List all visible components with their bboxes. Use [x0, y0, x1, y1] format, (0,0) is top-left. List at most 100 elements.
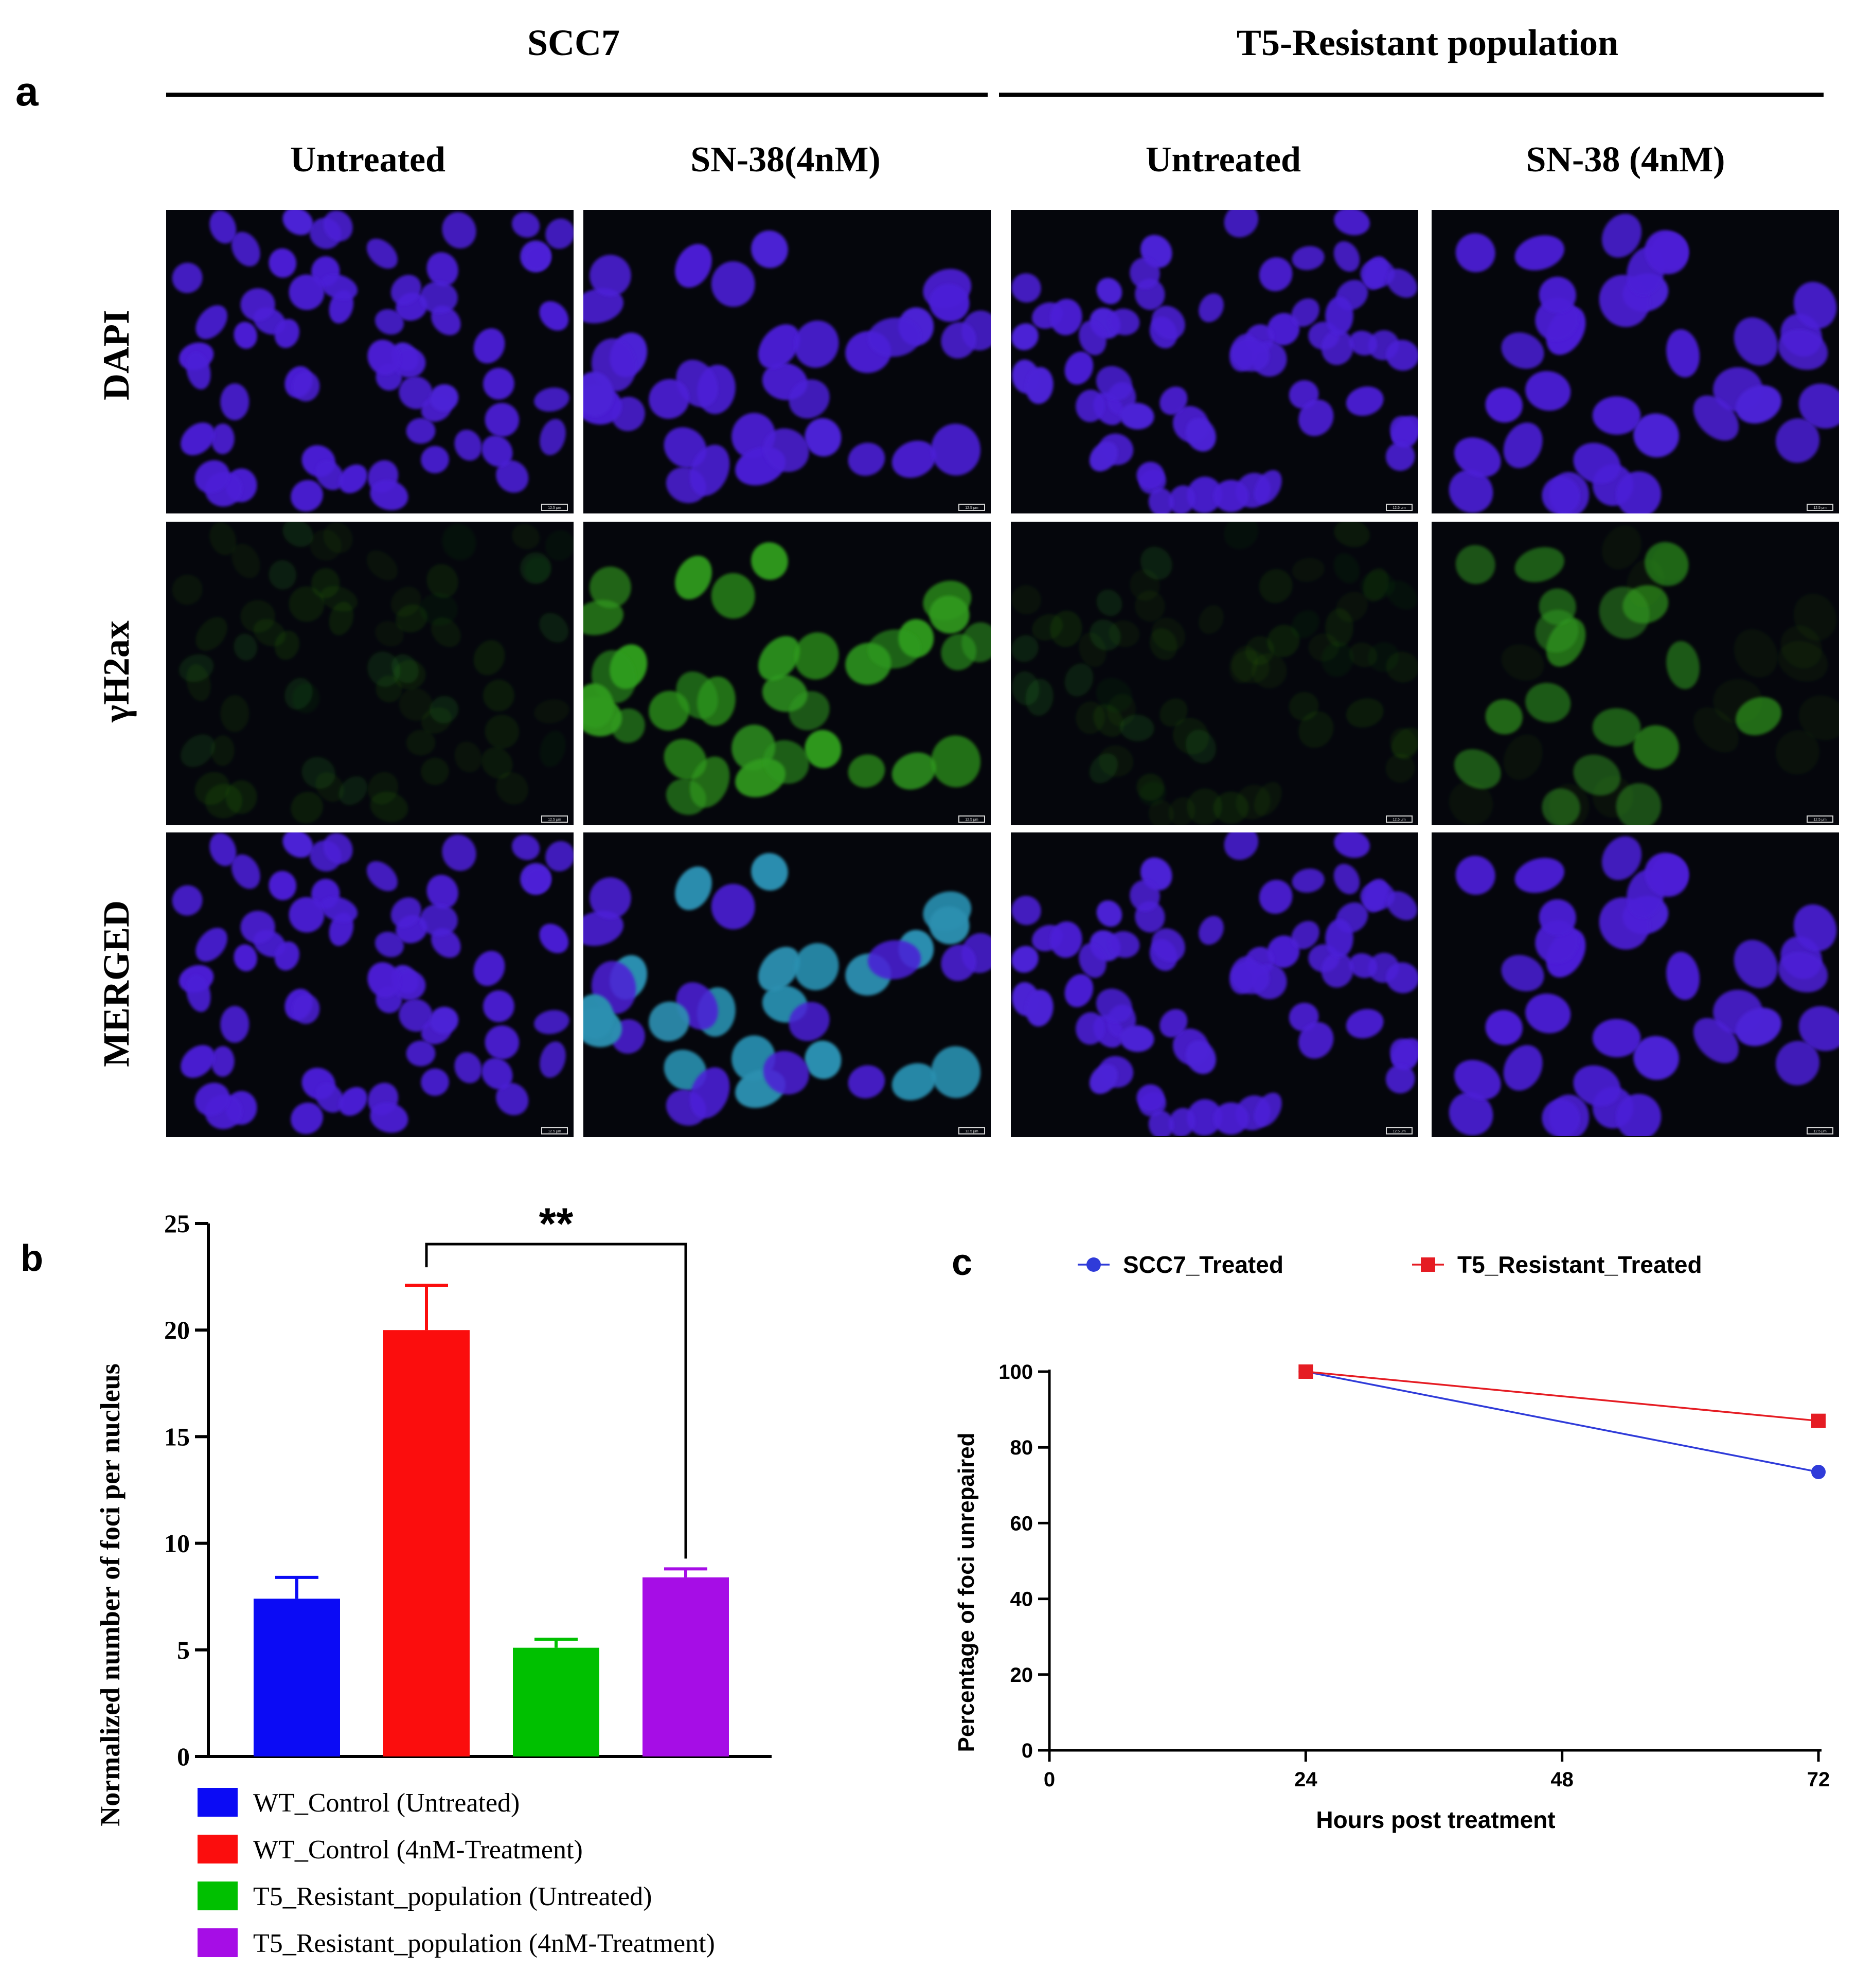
bar: [383, 1330, 470, 1756]
micrograph-merged-col1: 12.5 μm: [166, 832, 574, 1137]
scale-bar-label: 12.5 μm: [548, 506, 561, 510]
row-label-gh2ax: γH2ax: [96, 620, 137, 723]
bar: [643, 1577, 729, 1756]
b-y-tick-label: 10: [164, 1529, 190, 1558]
scale-bar-label: 12.5 μm: [965, 1130, 978, 1133]
b-legend-label: T5_Resistant_population (4nM-Treatment): [253, 1929, 715, 1958]
row-label-merged: MERGED: [96, 900, 137, 1067]
micrograph-gh2ax-col3: 12.5 μm: [1011, 522, 1418, 825]
scale-bar: 12.5 μm: [1807, 504, 1833, 511]
b-legend-label: T5_Resistant_population (Untreated): [253, 1882, 652, 1911]
c-x-tick-label: 24: [1294, 1768, 1317, 1791]
c-y-tick-label: 80: [1010, 1436, 1033, 1459]
b-y-tick-label: 25: [164, 1209, 190, 1238]
data-point: [1298, 1364, 1313, 1379]
panel-c-line-chart: Percentage of foci unrepaired Hours post…: [954, 1251, 1830, 1833]
b-legend-label: WT_Control (4nM-Treatment): [253, 1835, 583, 1865]
group-label-scc7: SCC7: [527, 22, 620, 63]
panel-letter-b: b: [21, 1238, 43, 1279]
micrograph-dapi-col4: 12.5 μm: [1432, 210, 1839, 513]
micrograph-merged-col2: 12.5 μm: [583, 832, 991, 1137]
c-legend-marker: [1421, 1257, 1435, 1272]
c-legend-label: SCC7_Treated: [1123, 1251, 1283, 1278]
c-legend: SCC7_Treated T5_Resistant_Treated: [1078, 1251, 1702, 1278]
b-legend-swatch: [198, 1881, 238, 1910]
c-y-tick-label: 40: [1010, 1588, 1033, 1611]
data-point: [1811, 1413, 1826, 1428]
micrograph-merged-col4: 12.5 μm: [1432, 832, 1839, 1137]
scale-bar: 12.5 μm: [958, 504, 985, 511]
scale-bar-label: 12.5 μm: [1393, 506, 1406, 510]
column-label-scc7-untreated: Untreated: [290, 140, 445, 180]
b-y-axis-label: Normalized number of foci per nucleus: [95, 1363, 126, 1826]
c-x-tick-label: 48: [1550, 1768, 1574, 1791]
c-y-axis-label: Percentage of foci unrepaired: [954, 1432, 979, 1752]
b-legend-label: WT_Control (Untreated): [253, 1788, 520, 1818]
micrograph-dapi-col3: 12.5 μm: [1011, 210, 1418, 513]
scale-bar-label: 12.5 μm: [965, 506, 978, 510]
scale-bar: 12.5 μm: [1386, 1127, 1413, 1134]
b-y-tick-label: 0: [177, 1742, 190, 1771]
c-legend-marker: [1086, 1257, 1101, 1272]
c-y-tick-label: 60: [1010, 1512, 1033, 1535]
group-label-t5-resistant: T5-Resistant population: [1237, 22, 1618, 63]
column-label-scc7-sn38: SN-38(4nM): [690, 140, 880, 180]
b-y-tick-label: 15: [164, 1422, 190, 1451]
series-line: [1306, 1371, 1819, 1422]
column-label-t5-sn38: SN-38 (4nM): [1526, 140, 1725, 180]
scale-bar-label: 12.5 μm: [1813, 818, 1827, 822]
b-significance: **: [425, 1199, 687, 1559]
scale-bar: 12.5 μm: [958, 1127, 985, 1134]
column-label-t5-untreated: Untreated: [1146, 140, 1301, 180]
panel-letter-c: c: [952, 1242, 972, 1283]
c-y-tick-label: 100: [998, 1361, 1033, 1383]
b-legend: WT_Control (Untreated) WT_Control (4nM-Tr…: [198, 1788, 715, 1958]
panel-b-bar-chart: Normalized number of foci per nucleus 0 5…: [95, 1199, 772, 1958]
b-y-tick-label: 20: [164, 1316, 190, 1344]
series-line: [1305, 1371, 1819, 1473]
scale-bar-label: 12.5 μm: [548, 1130, 561, 1133]
bar: [254, 1599, 340, 1756]
c-x-tick-label: 72: [1807, 1768, 1830, 1791]
significance-label: **: [539, 1199, 574, 1249]
micrograph-gh2ax-col2: 12.5 μm: [583, 522, 991, 825]
scale-bar: 12.5 μm: [1386, 504, 1413, 511]
scale-bar: 12.5 μm: [1807, 815, 1833, 823]
scale-bar: 12.5 μm: [541, 815, 568, 823]
data-point: [1811, 1465, 1826, 1480]
b-legend-swatch: [198, 1928, 238, 1957]
b-y-tick-label: 5: [177, 1636, 190, 1664]
scale-bar: 12.5 μm: [958, 815, 985, 823]
c-y-tick-label: 20: [1010, 1664, 1033, 1687]
micrograph-dapi-col2: 12.5 μm: [583, 210, 991, 513]
row-label-dapi: DAPI: [96, 310, 137, 400]
panel-letter-a: a: [15, 68, 39, 114]
c-x-axis-label: Hours post treatment: [1316, 1806, 1555, 1833]
scale-bar-label: 12.5 μm: [548, 818, 561, 822]
c-y-tick-label: 0: [1022, 1739, 1033, 1762]
micrograph-merged-col3: 12.5 μm: [1011, 832, 1418, 1137]
scale-bar-label: 12.5 μm: [1393, 818, 1406, 822]
c-legend-label: T5_Resistant_Treated: [1457, 1251, 1702, 1278]
scale-bar: 12.5 μm: [541, 1127, 568, 1134]
micrograph-gh2ax-col1: 12.5 μm: [166, 522, 574, 825]
b-bars: [254, 1284, 729, 1756]
c-x-tick-label: 0: [1044, 1768, 1055, 1791]
scale-bar-label: 12.5 μm: [1393, 1130, 1406, 1133]
scale-bar-label: 12.5 μm: [965, 818, 978, 822]
scale-bar-label: 12.5 μm: [1813, 1130, 1827, 1133]
panel-a-micrographs: SCC7 T5-Resistant population Untreated S…: [96, 22, 1839, 1137]
bar: [513, 1647, 599, 1756]
micrograph-gh2ax-col4: 12.5 μm: [1432, 522, 1839, 825]
scale-bar: 12.5 μm: [1807, 1127, 1833, 1134]
micrograph-grid: 12.5 μm 12.5 μm 12.5 μm 12.5 μm 12.5 μm 12.5 …: [166, 210, 1839, 1137]
micrograph-dapi-col1: 12.5 μm: [166, 210, 574, 513]
significance-bracket: [425, 1242, 687, 1559]
scale-bar-label: 12.5 μm: [1813, 506, 1827, 510]
scale-bar: 12.5 μm: [1386, 815, 1413, 823]
c-axes: 0 20 40 60 80 100 0 24 48 72: [998, 1361, 1830, 1791]
scale-bar: 12.5 μm: [541, 504, 568, 511]
c-series: [1298, 1364, 1826, 1480]
b-legend-swatch: [198, 1788, 238, 1817]
